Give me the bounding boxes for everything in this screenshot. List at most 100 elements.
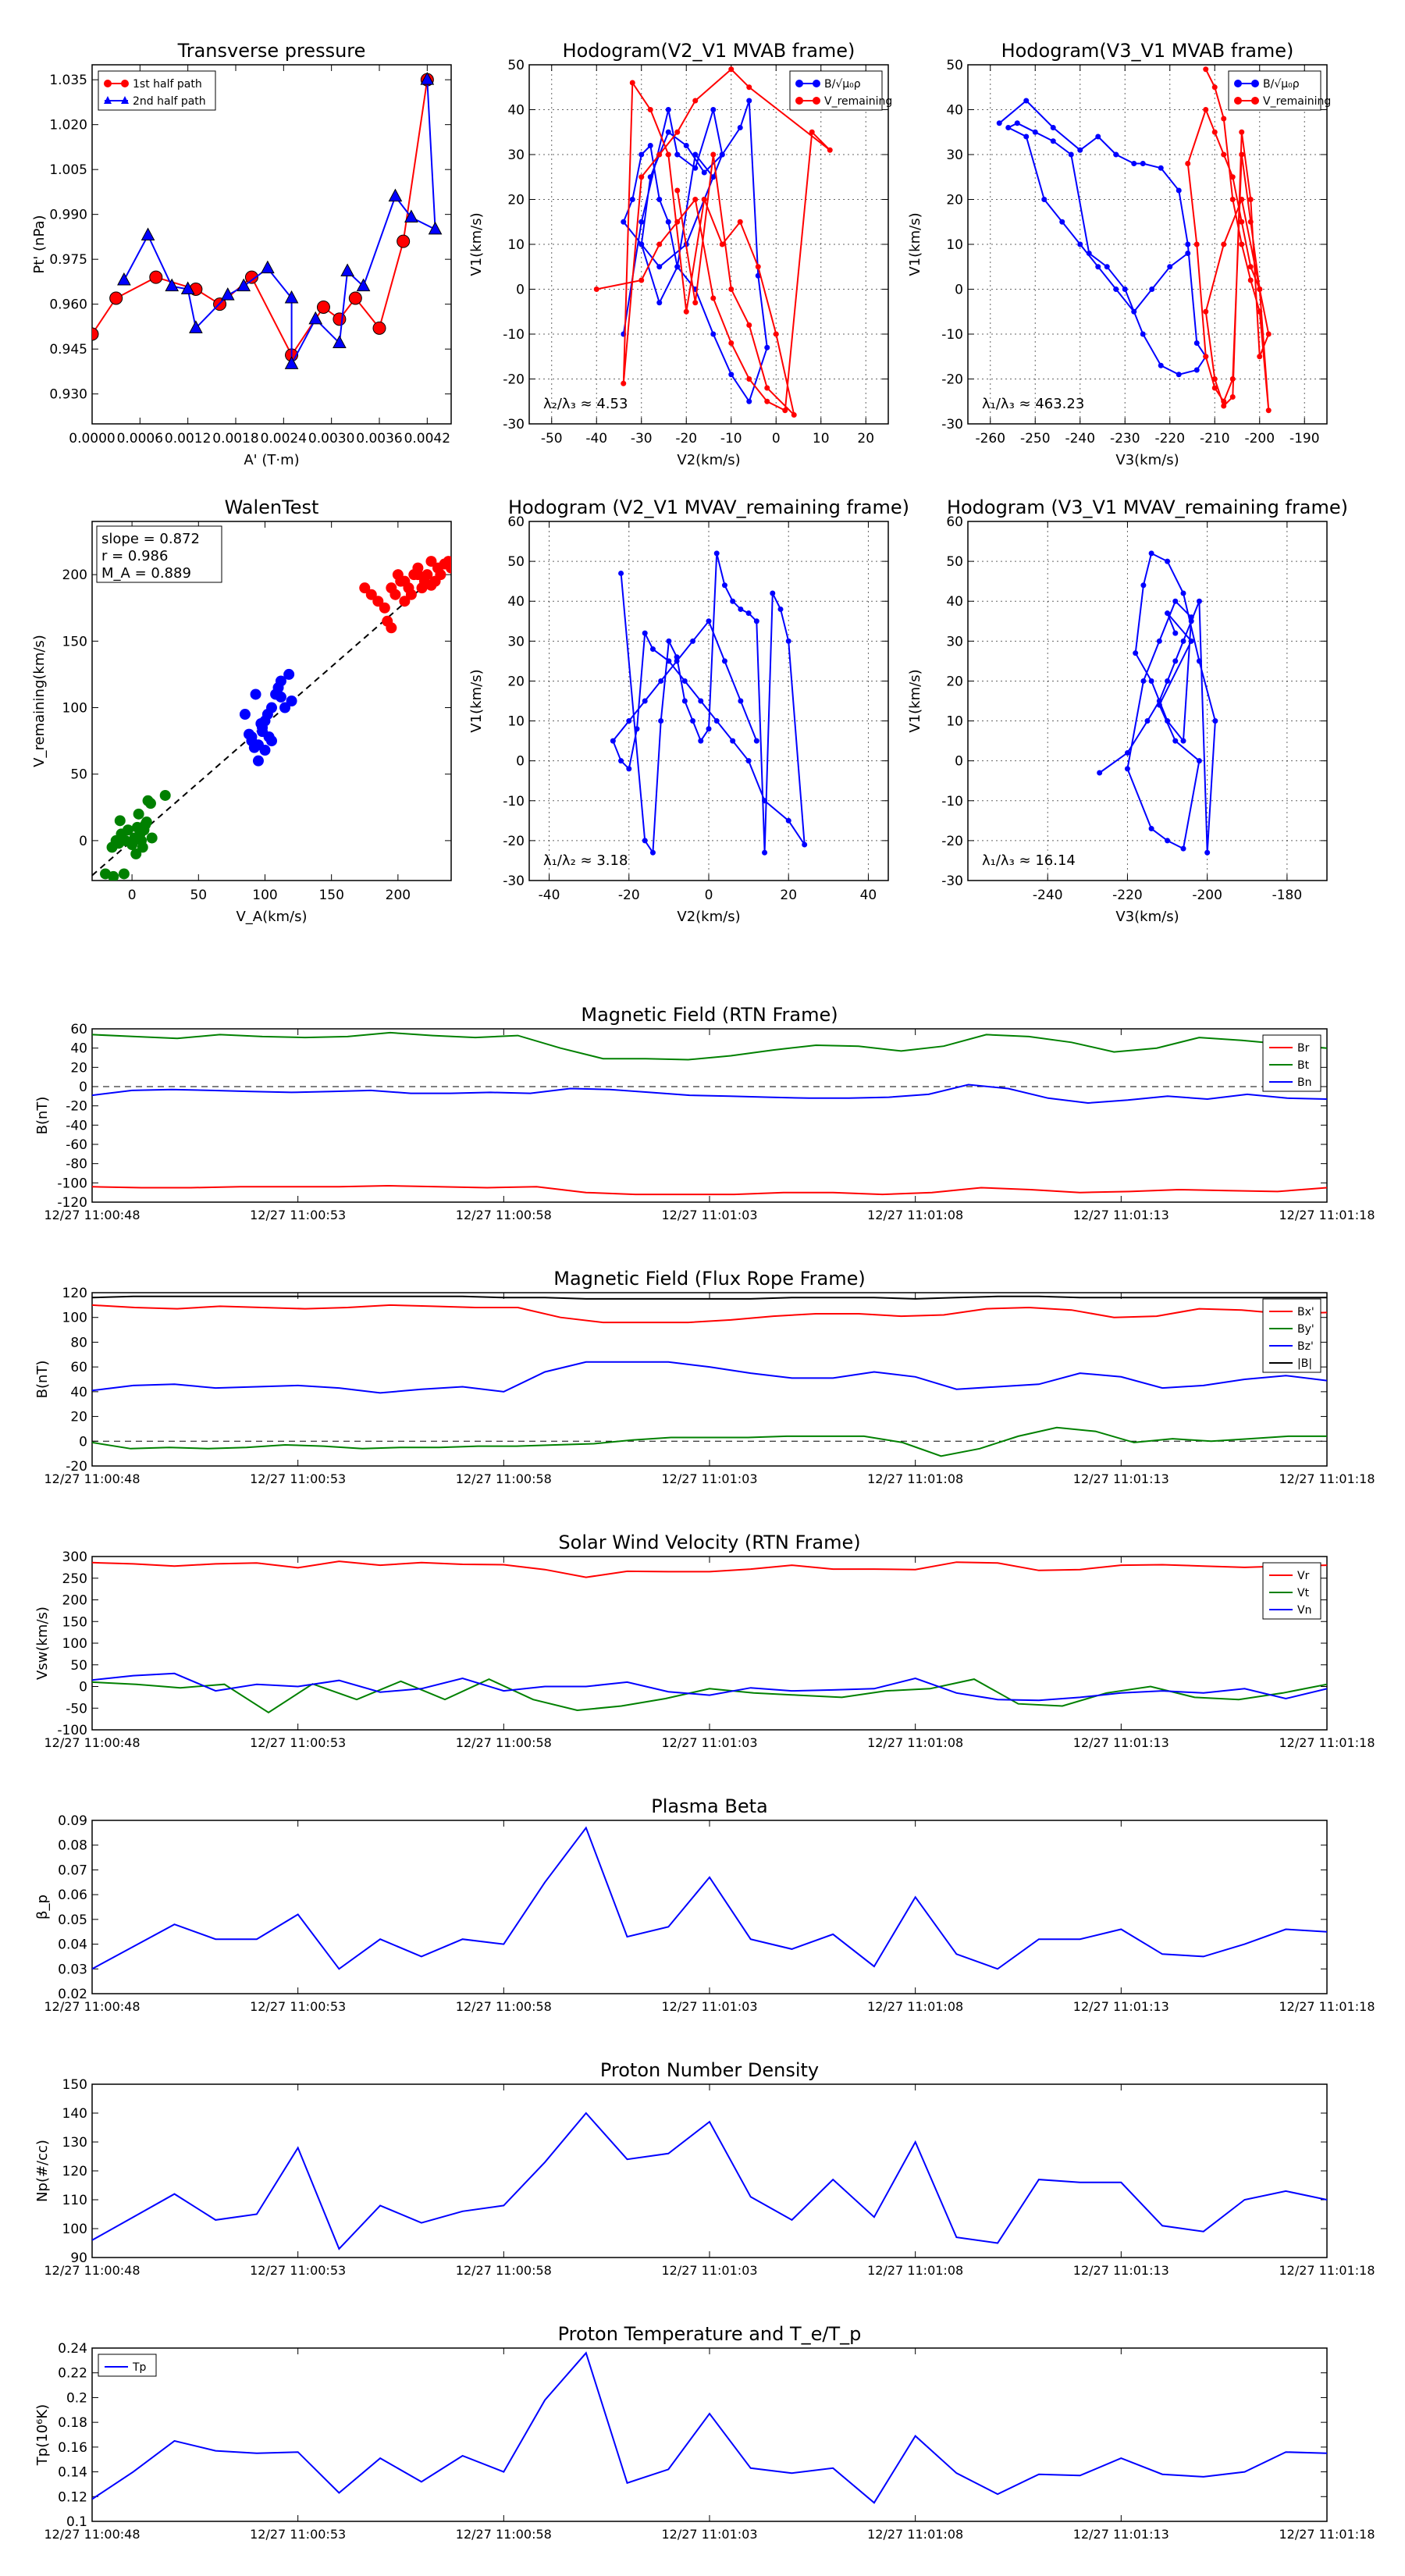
chart-title: Hodogram(V3_V1 MVAB frame)	[1001, 40, 1294, 62]
x-axis-label: V2(km/s)	[677, 909, 740, 925]
data-point	[1023, 98, 1030, 104]
chart-magflux: Magnetic Field (Flux Rope Frame) -20 0 20 40…	[34, 1268, 1375, 1486]
y-tick-label: 60	[946, 514, 963, 530]
scatter-point	[275, 691, 286, 703]
scatter-point	[286, 696, 297, 706]
data-point	[1211, 84, 1218, 91]
data-point	[1148, 550, 1154, 557]
data-point	[1203, 107, 1209, 112]
y-tick-label: 150	[62, 634, 87, 649]
data-point	[237, 278, 251, 292]
y-tick-label: -20	[503, 834, 525, 849]
data-point	[706, 726, 712, 732]
y-tick-label: 0.08	[58, 1838, 87, 1854]
y-tick-label: 20	[507, 193, 525, 208]
y-tick-label: 300	[62, 1550, 87, 1565]
data-point	[610, 738, 616, 744]
x-tick-label: 150	[318, 888, 343, 903]
data-point	[674, 151, 681, 158]
annotation-text: λ₁/λ₃ ≈ 463.23	[982, 396, 1084, 412]
y-tick-label: 0	[955, 283, 963, 298]
y-tick-label: 0.16	[58, 2440, 87, 2456]
legend-label: Bn	[1297, 1076, 1311, 1089]
data-point	[692, 300, 699, 306]
data-point	[1239, 129, 1245, 135]
x-tick-label: 12/27 11:01:18	[1279, 1471, 1375, 1486]
data-point	[634, 726, 640, 732]
scatter-point	[446, 562, 451, 574]
chart-transverse: Transverse pressure 0.930 0.945 0.960 0.975 0…	[31, 40, 452, 468]
data-point	[1188, 614, 1194, 621]
y-tick-label: -120	[57, 1195, 87, 1211]
chart-hodo1: Hodogram(V2_V1 MVAB frame) -30 -20 -10 0 10 20…	[468, 40, 892, 468]
legend-marker	[795, 97, 803, 105]
data-point	[149, 270, 163, 284]
legend-label: Bt	[1297, 1059, 1310, 1072]
data-point	[1221, 116, 1227, 122]
x-tick-label: 12/27 11:00:48	[44, 2527, 140, 2542]
chart-title: Hodogram (V3_V1 MVAV_remaining frame)	[947, 496, 1348, 518]
plot-area	[92, 1560, 1327, 1713]
data-point	[117, 272, 131, 286]
scatter-point	[412, 569, 424, 581]
data-point	[1077, 241, 1083, 247]
scatter-point	[133, 808, 144, 820]
data-point	[692, 165, 699, 171]
legend-marker	[813, 97, 820, 105]
data-point	[1113, 151, 1119, 158]
x-tick-label: 0.0012	[165, 431, 211, 447]
data-point	[1172, 630, 1179, 636]
data-point	[1239, 151, 1245, 158]
y-tick-label: 200	[62, 1593, 87, 1609]
legend-label: V_remaining	[824, 95, 892, 108]
data-point	[1156, 702, 1162, 708]
data-point	[1144, 718, 1151, 724]
x-tick-label: 12/27 11:01:08	[867, 1208, 963, 1222]
scatter-point	[136, 834, 148, 846]
scatter-point	[372, 596, 384, 607]
data-point	[333, 312, 347, 326]
y-tick-label: 30	[507, 634, 525, 649]
chart-tp: Proton Temperature and T_e/T_p 0.1 0.12 0.1…	[34, 2323, 1375, 2542]
x-tick-label: -240	[1065, 431, 1095, 447]
data-point	[791, 412, 797, 418]
scatter-point	[389, 589, 401, 600]
y-tick-label: 0.14	[58, 2465, 87, 2481]
data-point	[1158, 165, 1164, 171]
y-tick-label: 150	[62, 1614, 87, 1630]
x-axis-label: V3(km/s)	[1115, 909, 1179, 925]
legend-marker	[1251, 80, 1259, 87]
scatter-point	[239, 709, 251, 720]
x-tick-label: 12/27 11:00:53	[250, 2263, 346, 2278]
x-tick-label: 12/27 11:00:58	[456, 1735, 552, 1750]
scatter-point	[259, 745, 271, 756]
chart-np: Proton Number Density 90 100 110 120 130 140 15…	[34, 2059, 1375, 2278]
scatter-point	[422, 569, 433, 581]
data-point	[762, 849, 768, 856]
data-point	[777, 606, 784, 612]
data-point	[698, 738, 704, 744]
y-tick-label: -30	[941, 417, 963, 432]
data-point	[629, 80, 635, 86]
y-tick-label: 0.04	[58, 1937, 87, 1953]
data-point	[728, 372, 735, 378]
y-tick-label: 0.02	[58, 1987, 87, 2002]
legend-label: Bx'	[1297, 1306, 1314, 1318]
data-point	[762, 798, 768, 804]
x-tick-label: 12/27 11:00:58	[456, 2263, 552, 2278]
y-tick-label: 20	[946, 193, 963, 208]
data-point	[1221, 403, 1227, 409]
data-point	[180, 281, 195, 294]
plot-area	[610, 550, 808, 856]
legend-label: |B|	[1297, 1357, 1312, 1370]
data-point	[1165, 838, 1171, 844]
x-tick-label: 12/27 11:00:53	[250, 1999, 346, 2014]
y-tick-label: 40	[70, 1041, 87, 1057]
x-tick-label: 20	[780, 888, 797, 903]
y-tick-label: 0.930	[49, 387, 87, 403]
x-tick-label: 12/27 11:01:08	[867, 1735, 963, 1750]
scatter-point	[365, 589, 377, 600]
data-point	[1176, 372, 1182, 378]
y-tick-label: 80	[70, 1335, 87, 1350]
x-tick-label: 20	[857, 431, 874, 447]
